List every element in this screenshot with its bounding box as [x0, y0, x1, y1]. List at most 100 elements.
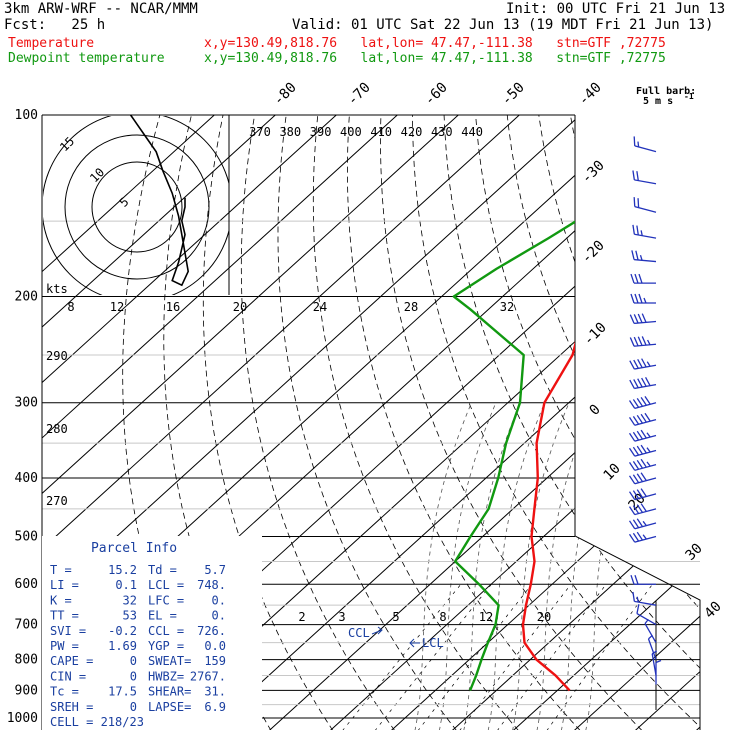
wind-barb-flag	[638, 273, 643, 284]
isotherm-line	[42, 115, 230, 730]
moist-adiabat	[536, 402, 594, 730]
wind-barb	[630, 575, 656, 585]
wind-barb-flag	[637, 378, 643, 388]
wind-barb-flag	[629, 379, 635, 389]
isotherm-line	[390, 115, 700, 730]
theta-label: 380	[279, 125, 301, 139]
hodograph-scale-label: 12	[110, 300, 124, 314]
parcel-key: CIN =	[50, 669, 86, 683]
wind-barb-flag	[641, 313, 647, 323]
moist-adiabat	[585, 402, 643, 730]
temperature-tick-label: 0	[587, 402, 604, 419]
wind-barb-flag	[636, 604, 640, 614]
temperature-tick-label: -60	[422, 80, 451, 109]
wind-barb-shaft	[636, 613, 657, 626]
wind-barb-flag	[630, 575, 635, 585]
parcel-value: 0.	[212, 609, 226, 623]
wind-barb-flag	[631, 250, 635, 260]
moist-adiabat	[438, 402, 497, 730]
parcel-key: SHEAR=	[148, 685, 191, 699]
wind-barb-flag	[633, 379, 639, 389]
isotherm-line	[42, 115, 474, 730]
wind-barb-flag	[628, 475, 636, 485]
parcel-key: SVI =	[50, 624, 86, 638]
parcel-value: 17.5	[108, 685, 137, 699]
wind-barb	[631, 250, 657, 263]
wind-barb	[628, 412, 657, 426]
temperature-tick-label: 30	[683, 541, 706, 564]
parcel-value: 53	[123, 609, 137, 623]
right-frame	[574, 115, 701, 730]
isotherm-line	[512, 115, 700, 730]
parcel-value: -0.2	[108, 624, 137, 638]
wind-barb-flag	[632, 591, 635, 602]
isotherm-line	[695, 115, 700, 730]
dry-adiabat	[443, 115, 700, 730]
hodograph-ring-label: 10	[87, 165, 107, 185]
parcel-key: YGP =	[148, 639, 184, 653]
hodograph-scale-label: 20	[233, 300, 247, 314]
dry-adiabat	[380, 115, 643, 730]
parcel-value: 0.	[212, 593, 226, 607]
moist-adiabat	[560, 402, 619, 730]
dewpoint-location: x,y=130.49,818.76 lat,lon= 47.47,-111.38…	[204, 51, 666, 66]
wind-barb-flag	[640, 413, 647, 423]
wind-barb-flag	[632, 519, 640, 529]
mixing-ratio-line	[417, 583, 533, 730]
wind-barb-flag	[641, 377, 647, 387]
wind-barb-shaft	[634, 233, 657, 239]
parcel-key: PW =	[50, 639, 79, 653]
wind-barb-flag	[638, 293, 643, 304]
wind-barb-flag	[641, 358, 647, 368]
pressure-label: 500	[15, 529, 38, 544]
wind-barb	[629, 358, 657, 370]
wind-barb-flag	[632, 224, 635, 235]
barb-legend-unit: 5 m s	[643, 96, 673, 107]
wind-barb-flag	[633, 359, 639, 369]
wind-barb-flag	[632, 431, 640, 441]
isotherm-line	[146, 115, 700, 730]
wind-barb-flag	[628, 417, 636, 426]
wind-barb-flag	[644, 395, 651, 405]
wind-barb	[632, 224, 657, 239]
parcel-value: 748.	[197, 578, 226, 592]
wind-barb-flag	[632, 490, 640, 499]
dry-adiabat	[726, 110, 740, 731]
dry-adiabat	[240, 115, 396, 730]
parcel-value: 32	[123, 593, 137, 607]
moist-adiabat	[487, 402, 546, 730]
wind-barb-flag	[634, 293, 639, 304]
wind-barb-flag	[645, 377, 651, 386]
pressure-label: 300	[15, 396, 38, 411]
wind-barb-flag	[628, 506, 636, 515]
parcel-value: 0.1	[115, 578, 137, 592]
parcel-key: HWBZ=	[148, 669, 184, 683]
hodograph-scale-label: 8	[67, 300, 74, 314]
dewpoint-profile	[452, 115, 700, 691]
wind-barb-flag	[632, 460, 640, 470]
wind-barb-half	[648, 634, 653, 640]
wind-barb-half	[637, 141, 640, 148]
hodograph-unit-label: kts	[46, 282, 68, 296]
wind-barb	[632, 170, 657, 185]
temperature-tick-label: 10	[601, 461, 624, 484]
wind-barb-half	[642, 520, 647, 527]
wind-barb-flag	[640, 472, 647, 481]
wind-barb-flag	[634, 575, 639, 585]
theta-label: 410	[370, 125, 392, 139]
wind-barb-flag	[630, 273, 635, 284]
parcel-cell: CELL = 218/23	[50, 715, 144, 729]
mixing-ratio-label: 3	[338, 610, 345, 624]
mixing-ratio-label: 2	[298, 610, 305, 624]
wind-barb-half	[643, 297, 647, 304]
wind-barb-shaft	[634, 179, 657, 185]
parcel-value: 31.	[204, 685, 226, 699]
hodograph-ring-5	[91, 161, 183, 253]
pressure-label: 800	[15, 653, 38, 668]
wind-barb	[628, 531, 657, 543]
dry-adiabat	[537, 115, 700, 730]
dry-adiabat	[312, 115, 519, 730]
wind-barb	[628, 488, 657, 501]
wind-barb-flag	[640, 429, 647, 439]
